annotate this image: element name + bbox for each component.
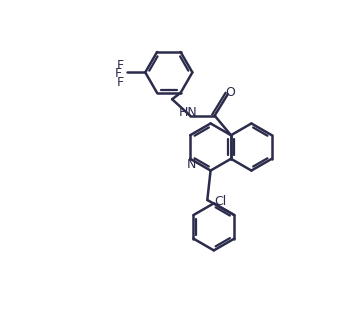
Text: F: F (117, 59, 124, 72)
Text: F: F (117, 76, 124, 89)
Text: O: O (225, 86, 235, 99)
Text: HN: HN (179, 107, 198, 119)
Text: N: N (187, 158, 196, 171)
Text: F: F (114, 67, 122, 80)
Text: Cl: Cl (214, 195, 227, 208)
